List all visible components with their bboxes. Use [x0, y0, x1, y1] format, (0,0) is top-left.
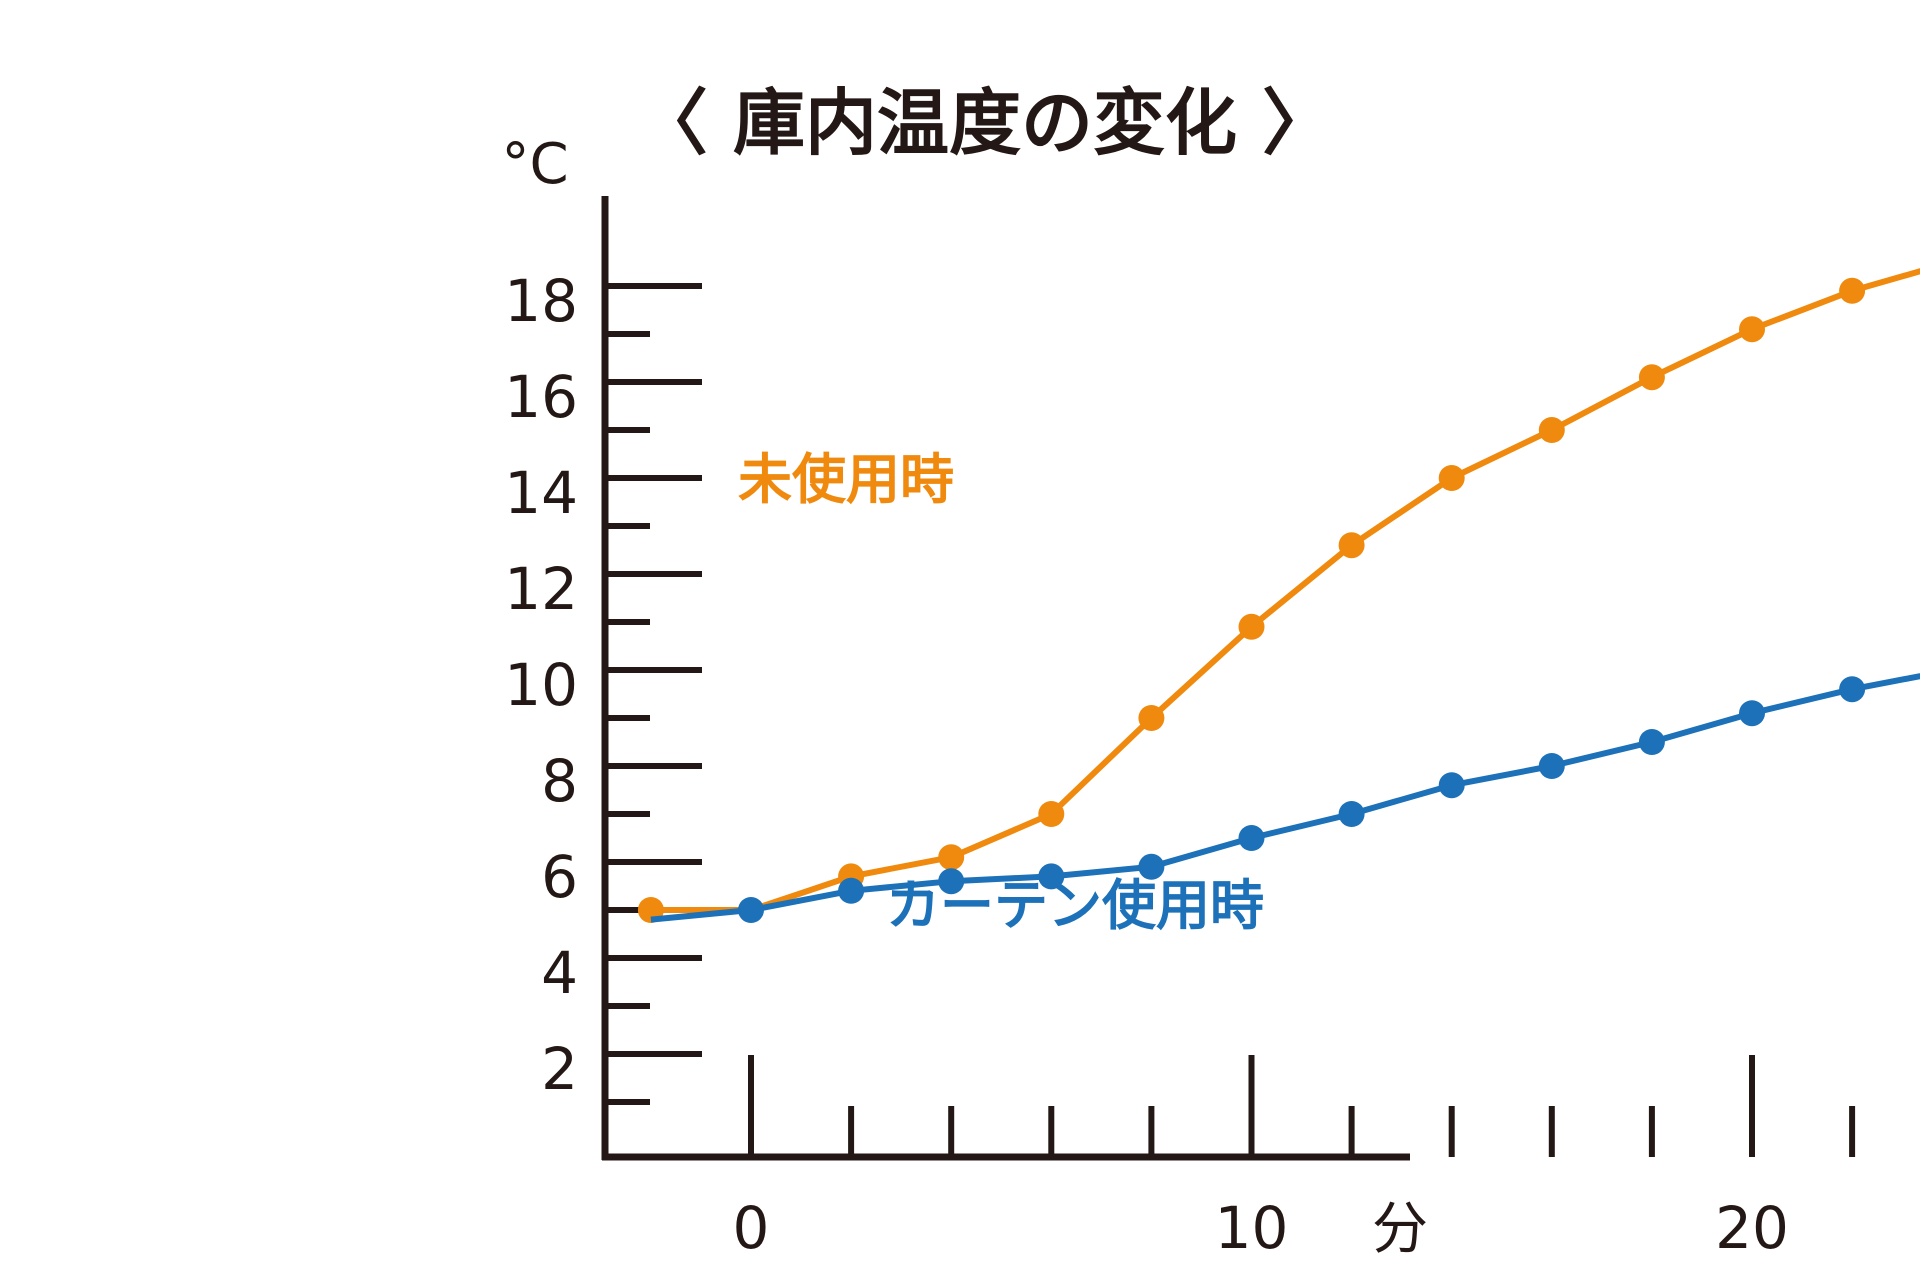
data-point	[1839, 676, 1866, 703]
data-point	[1238, 613, 1265, 640]
y-tick-label: 4	[541, 939, 578, 1007]
series-unused	[637, 268, 1920, 923]
data-point	[1338, 532, 1365, 559]
y-tick-label: 8	[541, 747, 578, 815]
series-label-curtain: カーテン使用時	[886, 874, 1264, 937]
y-tick-label: 14	[504, 459, 578, 527]
y-axis-unit-label: °C	[501, 132, 568, 197]
chart-title: 〈 庫内温度の変化 〉	[636, 81, 1334, 165]
data-point	[1038, 863, 1065, 890]
y-tick-label: 6	[541, 843, 578, 911]
y-tick-label: 10	[504, 651, 578, 719]
axes: 2 4 6 8 10 12 14 16 18 0 10 20	[504, 196, 1856, 1262]
series-layer	[637, 268, 1920, 923]
data-point	[1038, 801, 1065, 827]
data-point	[938, 844, 965, 871]
data-point	[838, 877, 865, 904]
x-tick-label: 20	[1715, 1194, 1789, 1262]
data-point	[1138, 853, 1165, 880]
x-tick-label: 0	[733, 1194, 770, 1262]
data-point	[1739, 316, 1765, 343]
data-point	[938, 868, 965, 895]
data-point	[1839, 277, 1866, 304]
data-point	[1638, 729, 1665, 755]
data-point	[1538, 753, 1565, 779]
y-tick-label: 16	[504, 363, 578, 431]
data-point	[1138, 705, 1165, 731]
series-line	[650, 268, 1920, 913]
data-point	[738, 897, 764, 923]
data-point	[1638, 364, 1665, 391]
data-point	[1438, 465, 1465, 491]
y-tick-label: 12	[504, 555, 578, 623]
data-point	[1338, 801, 1365, 827]
x-axis-unit-label: 分	[1372, 1197, 1428, 1262]
data-point	[1238, 825, 1265, 851]
series-label-unused: 未使用時	[738, 448, 954, 511]
data-point	[1739, 700, 1765, 727]
series-curtain	[650, 673, 1920, 923]
data-point	[1438, 772, 1465, 799]
y-tick-label: 18	[504, 267, 578, 335]
y-tick-label: 2	[541, 1035, 578, 1103]
x-tick-label: 10	[1215, 1194, 1289, 1262]
data-point	[1538, 417, 1565, 443]
